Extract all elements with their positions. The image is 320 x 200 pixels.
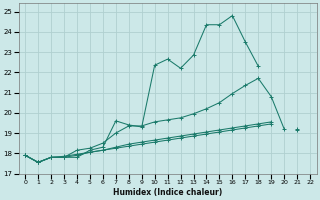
X-axis label: Humidex (Indice chaleur): Humidex (Indice chaleur) <box>113 188 222 197</box>
